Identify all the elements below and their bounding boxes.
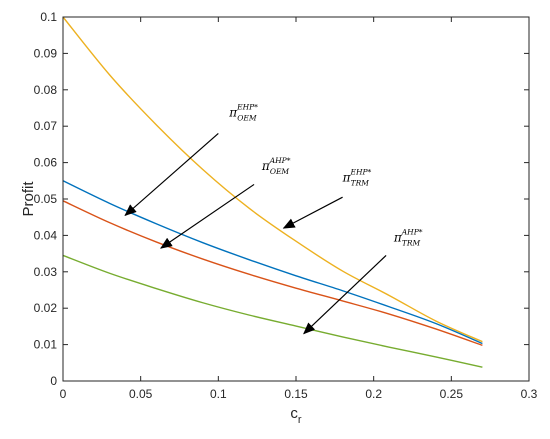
y-axis-title: Profit: [20, 181, 37, 217]
annotation-label-oem-ehp: πEHP* OEM: [228, 102, 258, 122]
y-tick-label: 0.09: [34, 46, 58, 60]
y-tick-label: 0.01: [34, 338, 58, 352]
x-tick-label: 0.2: [365, 387, 382, 401]
annotation-sup-oem-ehp: EHP*: [236, 102, 258, 111]
annotation-arrow-trm-ehp: [282, 196, 343, 229]
y-tick-label: 0.07: [34, 119, 58, 133]
annotation-base-oem-ehp: π: [228, 105, 238, 119]
annotation-sub-oem-ehp: OEM: [237, 113, 257, 122]
annotation-base-trm-ahp: π: [393, 231, 403, 245]
y-tick-label: 0.08: [34, 83, 58, 97]
annotation-sup-trm-ehp: EHP*: [349, 168, 371, 177]
annotation-arrow-oem-ahp: [160, 183, 255, 249]
x-tick-label: 0.05: [129, 387, 153, 401]
x-axis-title: cr: [290, 405, 302, 426]
y-tick-label: 0.02: [34, 301, 58, 315]
x-axis-title-sub: r: [298, 414, 302, 426]
annotation-sub-trm-ehp: TRM: [351, 179, 370, 188]
annotation-base-oem-ahp: π: [261, 159, 271, 173]
annotation-label-trm-ehp: πEHP* TRM: [342, 168, 372, 188]
y-tick-label: 0.05: [34, 192, 58, 206]
y-tick-label: 0.06: [34, 156, 58, 170]
y-tick-label: 0.1: [40, 10, 57, 24]
x-tick-label: 0.15: [284, 387, 308, 401]
annotation-base-trm-ehp: π: [342, 171, 352, 185]
annotation-sup-oem-ahp: AHP*: [269, 156, 291, 165]
tick-layer: 0 0.05 0.1 0.15 0.2 0.25 0.3 0 0.01 0.02 0.03 0.04 0…: [34, 10, 538, 401]
y-tick-label: 0: [50, 374, 57, 388]
annotation-sub-trm-ahp: TRM: [402, 239, 421, 248]
x-tick-label: 0.3: [521, 387, 538, 401]
x-tick-label: 0.1: [210, 387, 227, 401]
annotation-arrow-oem-ehp: [124, 133, 219, 217]
series-line-trm-ehp: [62, 16, 483, 343]
x-tick-label: 0: [60, 387, 67, 401]
x-axis-title-base: c: [290, 405, 298, 422]
annotation-arrow-trm-ahp: [303, 254, 387, 335]
series-line-trm-ahp: [62, 254, 483, 368]
annotation-label-trm-ahp: πAHP* TRM: [393, 228, 423, 248]
y-tick-label: 0.03: [34, 265, 58, 279]
annotation-sub-oem-ahp: OEM: [270, 167, 290, 176]
x-tick-label: 0.25: [440, 387, 464, 401]
plot-area: [63, 17, 529, 381]
y-tick-label: 0.04: [34, 228, 58, 242]
series-line-oem-ahp: [62, 200, 483, 346]
annotation-sup-trm-ahp: AHP*: [401, 228, 423, 237]
annotation-label-oem-ahp: πAHP* OEM: [261, 156, 291, 176]
